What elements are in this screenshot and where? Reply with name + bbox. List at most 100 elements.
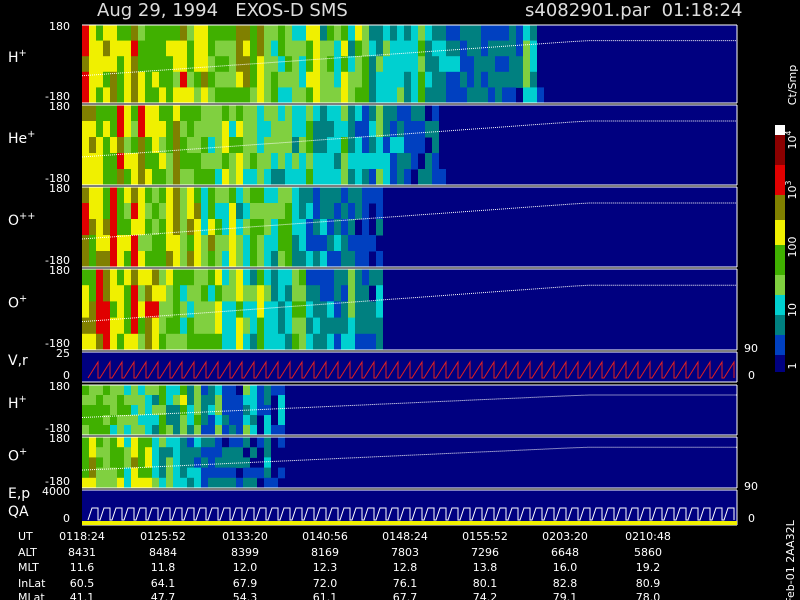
spectrogram-cell — [257, 285, 264, 302]
spectrogram-cell — [103, 235, 110, 252]
spectrogram-cell — [159, 437, 166, 448]
spectrogram-cell — [390, 153, 397, 170]
spectrogram-cell — [208, 467, 215, 479]
cell: 7296 — [471, 546, 499, 559]
spectrogram-cell — [327, 333, 334, 351]
spectrogram-cell — [278, 467, 285, 479]
spectrogram-cell — [159, 301, 166, 319]
spectrogram-cell — [306, 187, 313, 204]
spectrogram-cell — [474, 40, 481, 57]
spectrogram-cell — [103, 415, 110, 426]
spectrogram-cell — [236, 71, 243, 88]
spectrogram-cell — [467, 71, 474, 88]
spectrogram-cell — [110, 269, 117, 286]
spectrogram-cell — [292, 219, 299, 236]
spectrogram-cell — [320, 269, 327, 286]
y-tick-label: -180 — [45, 422, 70, 435]
spectrogram-cell — [103, 56, 110, 73]
spectrogram-cell — [404, 169, 411, 186]
spectrogram-cell — [117, 187, 124, 204]
spectrogram-cell — [96, 385, 103, 396]
spectrogram-cell — [257, 437, 264, 448]
spectrogram-cell — [201, 269, 208, 286]
spectrogram-cell — [362, 40, 369, 57]
spectrogram-cell — [138, 187, 145, 204]
cell: 0118:24 — [59, 530, 105, 543]
spectrogram-cell — [110, 121, 117, 138]
spectrogram-cell — [82, 121, 89, 138]
spectrogram-cell — [376, 187, 383, 204]
y-tick-label: 180 — [49, 100, 70, 113]
spectrogram-cell — [152, 203, 159, 220]
spectrogram-cell — [82, 235, 89, 252]
row-label: InLat — [18, 577, 46, 590]
spectrogram-cell — [362, 71, 369, 88]
right-tick-label: 90 — [744, 342, 758, 355]
spectrogram-cell — [488, 56, 495, 73]
spectrogram-cell — [229, 425, 236, 436]
spectrogram-cell — [82, 203, 89, 220]
spectrogram-cell — [250, 153, 257, 170]
spectrogram-cell — [103, 395, 110, 406]
spectrogram-cell — [278, 415, 285, 426]
spectrogram-cell — [201, 285, 208, 302]
spectrogram-cell — [110, 56, 117, 73]
spectrogram-cell — [152, 153, 159, 170]
spectrogram-cell — [159, 477, 166, 489]
spectrogram-cell — [306, 56, 313, 73]
spectrogram-cell — [222, 56, 229, 73]
spectrogram-cell — [215, 395, 222, 406]
spectrogram-cell — [208, 437, 215, 448]
spectrogram-cell — [173, 25, 180, 42]
spectrogram-cell — [411, 137, 418, 154]
spectrogram-cell — [278, 71, 285, 88]
spectrogram-cell — [201, 317, 208, 335]
spectrogram-cell — [180, 121, 187, 138]
spectrogram-cell — [376, 71, 383, 88]
spectrogram-cell — [229, 56, 236, 73]
spectrogram-cell — [271, 251, 278, 268]
spectrogram-cell — [390, 40, 397, 57]
spectrogram-cell — [187, 285, 194, 302]
spectrogram-cell — [173, 447, 180, 458]
spectrogram-cell — [369, 25, 376, 42]
spectrogram-cell — [257, 251, 264, 268]
spectrogram-cell — [180, 285, 187, 302]
spectrogram-cell — [327, 235, 334, 252]
spectrogram-cell — [110, 467, 117, 479]
spectrogram-cell — [103, 87, 110, 104]
spectrogram-cell — [229, 477, 236, 489]
spectrogram-cell — [229, 105, 236, 122]
spectrogram-cell — [103, 477, 110, 489]
trace-line — [81, 202, 737, 240]
spectrogram-cell — [180, 219, 187, 236]
spectrogram-cell — [152, 437, 159, 448]
spectrogram-cell — [299, 105, 306, 122]
spectrogram-cell — [124, 105, 131, 122]
spectrogram-cell — [145, 285, 152, 302]
spectrogram-cell — [110, 25, 117, 42]
spectrogram-cell — [250, 40, 257, 57]
spectrogram-cell — [348, 105, 355, 122]
cell: 0140:56 — [302, 530, 348, 543]
cell: 8399 — [231, 546, 259, 559]
spectrogram-cell — [264, 385, 271, 396]
spectrogram-cell — [222, 169, 229, 186]
spectrogram-cell — [257, 219, 264, 236]
y-tick-label: 180 — [49, 432, 70, 445]
colorbar-tick-label: 104 — [784, 130, 800, 149]
spectrogram-cell — [96, 235, 103, 252]
spectrogram-cell — [215, 153, 222, 170]
spectrogram-cell — [201, 437, 208, 448]
spectrogram-cell — [327, 187, 334, 204]
spectrogram-cell — [152, 137, 159, 154]
spectrogram-cell — [201, 169, 208, 186]
spectrogram-cell — [236, 203, 243, 220]
spectrogram-cell — [89, 25, 96, 42]
spectrogram-cell — [376, 251, 383, 268]
panel-label: V,r — [8, 353, 28, 369]
spectrogram-cell — [285, 219, 292, 236]
spectrogram-cell — [271, 235, 278, 252]
spectrogram-cell — [173, 105, 180, 122]
spectrogram-cell — [166, 301, 173, 319]
